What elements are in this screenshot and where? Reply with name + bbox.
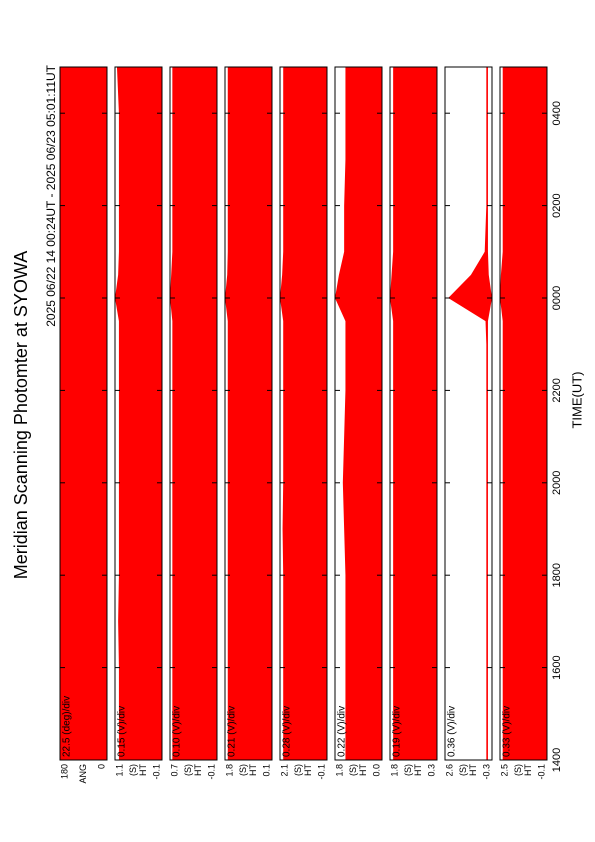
panel-frame [389,66,438,761]
x-tick-label: 1600 [551,655,563,679]
signal-band [280,67,327,760]
panel-scale: 0.15 (V)/div [117,706,128,757]
x-tick-label: 2000 [551,471,563,495]
y-tick-label: 1.8 [224,764,234,777]
y-tick-label: 0.1 [261,764,271,777]
y-tick-label: 0.7 [169,764,179,777]
y-axis-label: HT [523,764,533,776]
panel-scale: 0.28 (V)/div [282,706,293,757]
panel-frame [169,66,218,761]
y-axis-label: (S) [348,764,358,776]
signal-band [170,67,217,760]
y-axis-label: HT [193,764,203,776]
panel-frame [279,66,328,761]
panel-scale: 0.10 (V)/div [172,706,183,757]
signal-band [500,67,547,760]
x-tick-label: 0000 [551,286,563,310]
x-tick-label: 2200 [551,378,563,402]
y-axis-label: (S) [183,764,193,776]
panel-scale: 0.33 (V)/div [502,706,513,757]
y-axis-label: (S) [403,764,413,776]
y-axis-label: HT [358,764,368,776]
y-tick-label: 180 [59,764,69,779]
y-axis-label: (S) [128,764,138,776]
y-axis-label: HT [468,764,478,776]
signal-band [115,67,162,760]
panel-scale: 0.36 (V)/div [447,706,458,757]
y-axis-label: (S) [458,764,468,776]
panel-frame [59,66,108,761]
y-tick-label: 2.1 [279,764,289,777]
signal-band [390,67,437,760]
y-tick-label: 2.5 [499,764,509,777]
y-axis-label: (S) [238,764,248,776]
x-tick-label: 0400 [551,101,563,125]
chart-title: Meridian Scanning Photomter at SYOWA [11,251,31,579]
y-tick-label: 1.8 [389,764,399,777]
y-tick-label: -0.1 [316,764,326,780]
y-tick-label: -0.1 [206,764,216,780]
panel-frame [114,66,163,761]
chart-subtitle: 2025 06/22 14 00:24UT - 2025 06/23 05:01… [44,64,58,326]
x-tick-label: 1800 [551,563,563,587]
y-axis-label: HT [303,764,313,776]
signal-band [335,67,382,760]
plot-area: Meridian Scanning Photomter at SYOWA 202… [11,64,585,783]
y-axis-label: (S) [513,764,523,776]
panel-frame [224,66,273,761]
panel-scale: 0.21 (V)/div [227,706,238,757]
y-tick-label: 0 [96,764,106,769]
y-axis-label: ANG [78,764,88,784]
y-axis-label: (S) [293,764,303,776]
panel-scale: 0.19 (V)/div [392,706,403,757]
x-tick-label: 1400 [551,748,563,772]
signal-band [225,67,272,760]
y-tick-label: 0.3 [426,764,436,777]
y-axis-label: HT [413,764,423,776]
panel-frame [499,66,548,761]
panel-frame [334,66,383,761]
x-axis-label: TIME(UT) [569,371,584,428]
panel-frame [444,66,493,761]
signal-band [448,67,492,760]
y-tick-label: -0.1 [536,764,546,780]
y-tick-label: 2.6 [444,764,454,777]
y-tick-label: 1.8 [334,764,344,777]
panel-scale: 22.5 (deg)/div [62,696,73,757]
panel-scale: 0.22 (V)/div [337,706,348,757]
y-tick-label: -0.3 [481,764,491,780]
y-tick-label: -0.1 [151,764,161,780]
y-axis-label: HT [138,764,148,776]
y-tick-label: 0.0 [371,764,381,777]
y-tick-label: 1.1 [114,764,124,777]
x-tick-label: 0200 [551,193,563,217]
y-axis-label: HT [248,764,258,776]
signal-band [60,67,107,760]
